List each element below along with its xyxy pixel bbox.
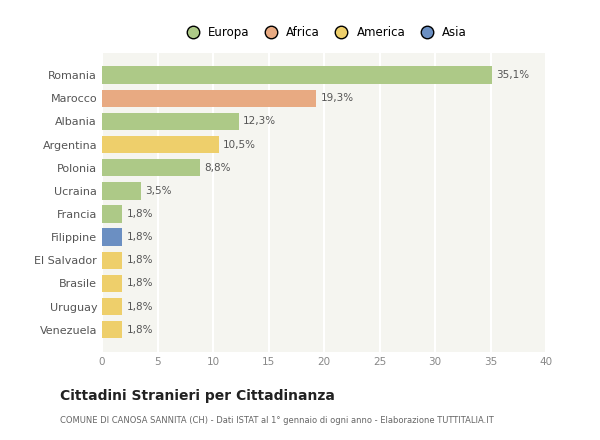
Text: 19,3%: 19,3% [320, 93, 354, 103]
Text: 12,3%: 12,3% [243, 116, 276, 126]
Text: 1,8%: 1,8% [127, 209, 153, 219]
Bar [102, 228, 122, 246]
Bar [102, 136, 218, 153]
Text: Cittadini Stranieri per Cittadinanza: Cittadini Stranieri per Cittadinanza [60, 389, 335, 403]
Bar [102, 159, 200, 176]
Bar [102, 321, 122, 338]
Text: 8,8%: 8,8% [204, 163, 230, 172]
Legend: Europa, Africa, America, Asia: Europa, Africa, America, Asia [178, 23, 470, 43]
Text: 1,8%: 1,8% [127, 279, 153, 289]
Bar [102, 275, 122, 292]
Text: 1,8%: 1,8% [127, 232, 153, 242]
Bar [102, 113, 239, 130]
Text: 1,8%: 1,8% [127, 301, 153, 312]
Text: 1,8%: 1,8% [127, 255, 153, 265]
Bar [102, 90, 316, 107]
Text: COMUNE DI CANOSA SANNITA (CH) - Dati ISTAT al 1° gennaio di ogni anno - Elaboraz: COMUNE DI CANOSA SANNITA (CH) - Dati IST… [60, 416, 494, 425]
Bar [102, 182, 141, 199]
Text: 10,5%: 10,5% [223, 139, 256, 150]
Text: 1,8%: 1,8% [127, 325, 153, 335]
Bar [102, 252, 122, 269]
Bar [102, 66, 491, 84]
Text: 35,1%: 35,1% [496, 70, 529, 80]
Text: 3,5%: 3,5% [145, 186, 172, 196]
Bar [102, 298, 122, 315]
Bar [102, 205, 122, 223]
